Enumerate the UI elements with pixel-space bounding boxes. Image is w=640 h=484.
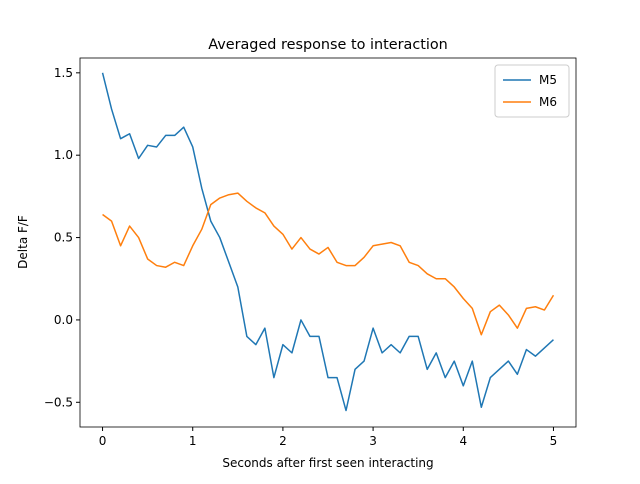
y-axis-label: Delta F/F [16, 215, 30, 269]
legend-label: M5 [539, 73, 557, 87]
x-tick-label: 1 [189, 434, 197, 448]
y-tick-label: 1.5 [54, 66, 73, 80]
y-tick-label: −0.5 [44, 395, 73, 409]
x-tick-label: 0 [99, 434, 107, 448]
legend-box [494, 64, 570, 118]
x-tick-label: 3 [369, 434, 377, 448]
y-tick-label: 0.5 [54, 231, 73, 245]
legend-label: M6 [539, 95, 557, 109]
line-series [102, 192, 555, 336]
plot-frame [79, 57, 577, 428]
x-axis-label: Seconds after first seen interacting [222, 456, 433, 470]
line-series [101, 72, 554, 412]
chart-title: Averaged response to interaction [208, 37, 448, 53]
x-tick-label: 5 [550, 434, 558, 448]
x-tick-label: 2 [279, 434, 287, 448]
x-tick-label: 4 [459, 434, 467, 448]
y-tick-label: 0.0 [54, 313, 73, 327]
y-tick-label: 1.0 [54, 148, 73, 162]
